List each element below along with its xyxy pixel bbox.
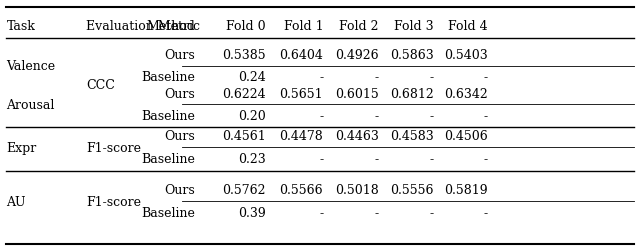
Text: -: - — [375, 206, 379, 219]
Text: -: - — [430, 152, 434, 165]
Text: 0.5403: 0.5403 — [444, 48, 488, 62]
Text: 0.5863: 0.5863 — [390, 48, 434, 62]
Text: -: - — [375, 110, 379, 123]
Text: -: - — [319, 152, 323, 165]
Text: 0.4463: 0.4463 — [335, 130, 379, 143]
Text: F1-score: F1-score — [86, 195, 141, 208]
Text: 0.5556: 0.5556 — [390, 184, 434, 196]
Text: -: - — [375, 71, 379, 84]
Text: 0.4561: 0.4561 — [222, 130, 266, 143]
Text: 0.24: 0.24 — [238, 71, 266, 84]
Text: 0.4583: 0.4583 — [390, 130, 434, 143]
Text: 0.6342: 0.6342 — [444, 87, 488, 100]
Text: Ours: Ours — [164, 184, 195, 196]
Text: Expr: Expr — [6, 141, 36, 154]
Text: CCC: CCC — [86, 79, 115, 92]
Text: -: - — [484, 206, 488, 219]
Text: Baseline: Baseline — [141, 152, 195, 165]
Text: -: - — [319, 71, 323, 84]
Text: -: - — [319, 206, 323, 219]
Text: 0.4926: 0.4926 — [335, 48, 379, 62]
Text: Task: Task — [6, 20, 35, 33]
Text: -: - — [319, 110, 323, 123]
Text: 0.5018: 0.5018 — [335, 184, 379, 196]
Text: 0.6812: 0.6812 — [390, 87, 434, 100]
Text: -: - — [375, 152, 379, 165]
Text: 0.5819: 0.5819 — [444, 184, 488, 196]
Text: Fold 1: Fold 1 — [284, 20, 323, 33]
Text: -: - — [484, 110, 488, 123]
Text: Baseline: Baseline — [141, 71, 195, 84]
Text: Fold 2: Fold 2 — [339, 20, 379, 33]
Text: 0.4506: 0.4506 — [444, 130, 488, 143]
Text: 0.5651: 0.5651 — [280, 87, 323, 100]
Text: 0.5566: 0.5566 — [280, 184, 323, 196]
Text: -: - — [430, 110, 434, 123]
Text: Fold 0: Fold 0 — [226, 20, 266, 33]
Text: -: - — [484, 71, 488, 84]
Text: Evaluation Metric: Evaluation Metric — [86, 20, 200, 33]
Text: -: - — [484, 152, 488, 165]
Text: 0.5762: 0.5762 — [222, 184, 266, 196]
Text: AU: AU — [6, 195, 26, 208]
Text: 0.6015: 0.6015 — [335, 87, 379, 100]
Text: 0.5385: 0.5385 — [222, 48, 266, 62]
Text: 0.39: 0.39 — [238, 206, 266, 219]
Text: Ours: Ours — [164, 48, 195, 62]
Text: Ours: Ours — [164, 87, 195, 100]
Text: 0.23: 0.23 — [238, 152, 266, 165]
Text: Baseline: Baseline — [141, 206, 195, 219]
Text: Baseline: Baseline — [141, 110, 195, 123]
Text: Ours: Ours — [164, 130, 195, 143]
Text: Fold 3: Fold 3 — [394, 20, 434, 33]
Text: Arousal: Arousal — [6, 98, 55, 112]
Text: 0.20: 0.20 — [238, 110, 266, 123]
Text: Valence: Valence — [6, 60, 56, 73]
Text: -: - — [430, 71, 434, 84]
Text: 0.4478: 0.4478 — [280, 130, 323, 143]
Text: 0.6404: 0.6404 — [279, 48, 323, 62]
Text: Fold 4: Fold 4 — [448, 20, 488, 33]
Text: F1-score: F1-score — [86, 141, 141, 154]
Text: 0.6224: 0.6224 — [222, 87, 266, 100]
Text: Method: Method — [147, 20, 195, 33]
Text: -: - — [430, 206, 434, 219]
